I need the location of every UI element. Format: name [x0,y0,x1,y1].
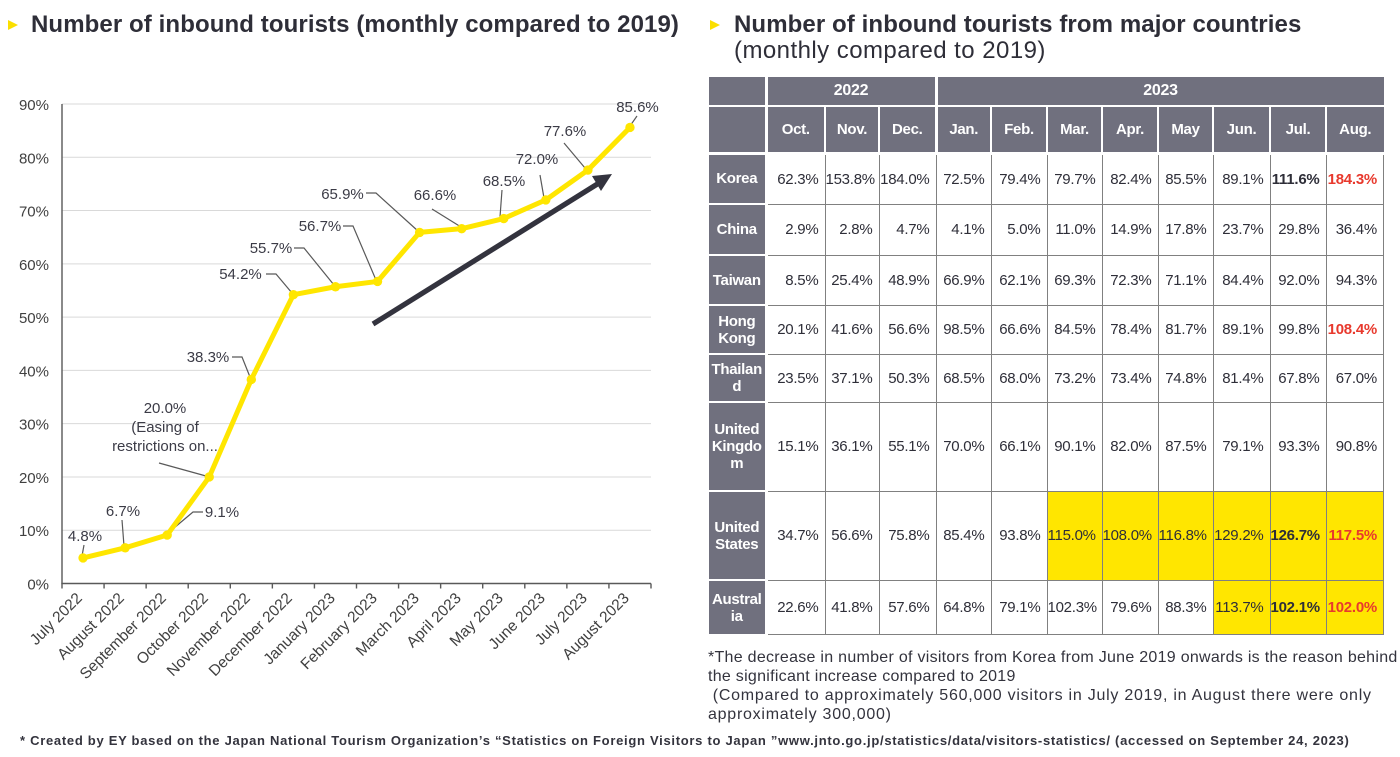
svg-text:50%: 50% [19,310,49,327]
svg-text:38.3%: 38.3% [187,349,230,366]
svg-text:(Easing of: (Easing of [131,419,199,436]
svg-text:10%: 10% [19,523,49,540]
svg-text:55.7%: 55.7% [250,240,293,257]
svg-text:20.0%: 20.0% [144,400,187,417]
svg-text:80%: 80% [19,150,49,167]
svg-text:60%: 60% [19,257,49,274]
svg-text:68.5%: 68.5% [483,173,526,190]
svg-text:70%: 70% [19,204,49,221]
svg-text:0%: 0% [27,577,49,594]
svg-text:56.7%: 56.7% [299,218,342,235]
svg-text:4.8%: 4.8% [68,528,102,545]
svg-text:65.9%: 65.9% [321,186,364,203]
svg-text:54.2%: 54.2% [219,266,262,283]
svg-text:72.0%: 72.0% [516,151,559,168]
svg-text:20%: 20% [19,470,49,487]
svg-text:90%: 90% [19,97,49,114]
svg-text:9.1%: 9.1% [205,504,239,521]
svg-text:restrictions on...: restrictions on... [112,438,218,455]
svg-text:6.7%: 6.7% [106,503,140,520]
svg-text:85.6%: 85.6% [616,99,659,116]
svg-text:30%: 30% [19,417,49,434]
svg-text:77.6%: 77.6% [544,123,587,140]
svg-text:40%: 40% [19,363,49,380]
svg-text:66.6%: 66.6% [414,187,457,204]
